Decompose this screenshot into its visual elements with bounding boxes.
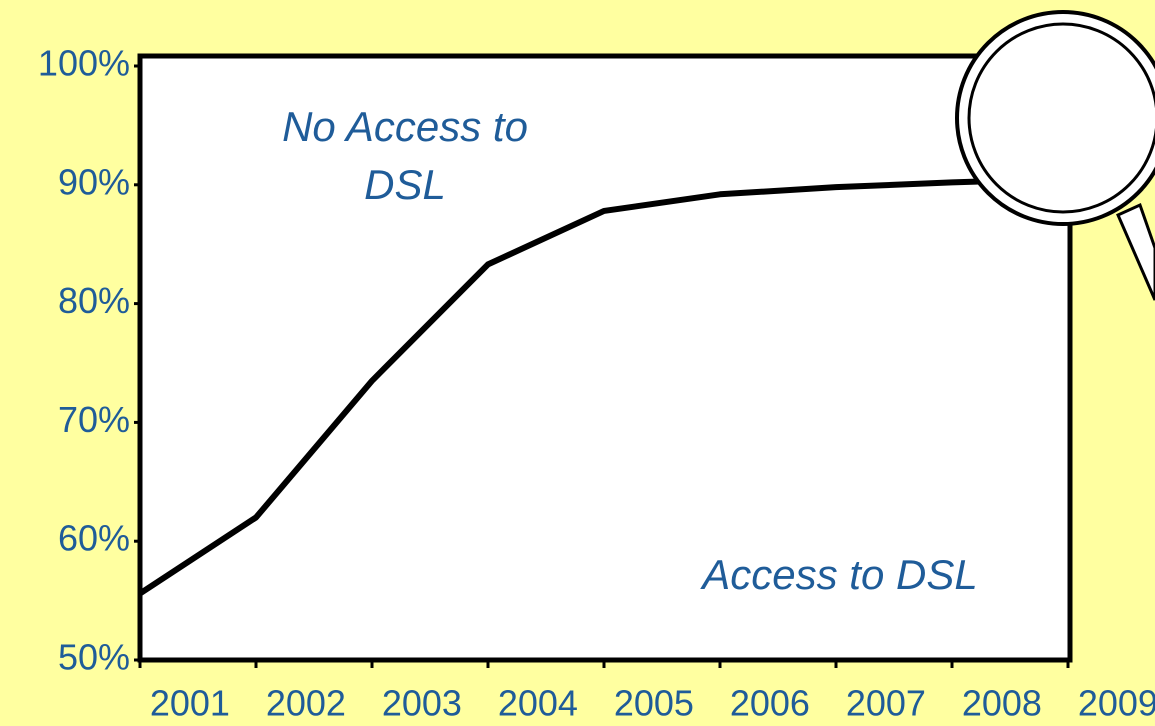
y-tick-label: 50% xyxy=(58,637,130,678)
magnifier-lens xyxy=(967,22,1155,214)
magnifier xyxy=(955,10,1155,301)
magnifier-handle xyxy=(1116,202,1155,301)
marks: 50% 60% 70% 80% 90% 100% 2001 2002 2003 2004 2005 2… xyxy=(38,43,1155,724)
x-tick-label: 2008 xyxy=(962,683,1042,724)
y-tick-label: 90% xyxy=(58,161,130,202)
x-tick-label: 2007 xyxy=(846,683,926,724)
x-tick-label: 2009 xyxy=(1078,683,1155,724)
y-tick-label: 100% xyxy=(38,43,130,84)
line xyxy=(138,175,1069,596)
plot-area xyxy=(137,53,1073,663)
annotation: No Access to xyxy=(282,103,528,150)
x-tick-label: 2002 xyxy=(266,683,346,724)
x-tick-label: 2003 xyxy=(382,683,462,724)
y-tick-label: 80% xyxy=(58,280,130,321)
annotation: Access to DSL xyxy=(699,551,977,598)
y-tick-label: 70% xyxy=(58,399,130,440)
x-tick-label: 2005 xyxy=(614,683,694,724)
y-tick-label: 60% xyxy=(58,518,130,559)
x-tick-label: 2001 xyxy=(150,683,230,724)
x-tick-label: 2004 xyxy=(498,683,578,724)
x-tick-label: 2006 xyxy=(730,683,810,724)
annotation: DSL xyxy=(364,161,446,208)
